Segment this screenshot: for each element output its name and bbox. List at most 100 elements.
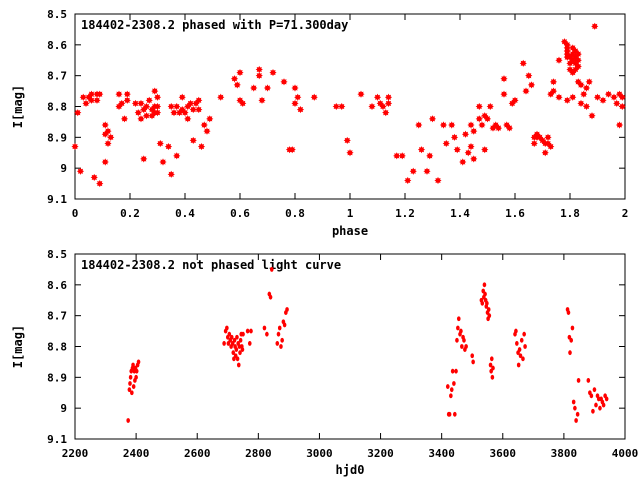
phased-data-point <box>258 96 266 104</box>
phased-data-point <box>453 146 461 154</box>
phased-data-point <box>71 142 79 151</box>
phased-data-point <box>555 93 563 101</box>
unphased-data-point <box>241 331 245 337</box>
phased-x-tick-label: 1.6 <box>505 207 525 220</box>
phased-data-point <box>448 121 456 129</box>
unphased-y-tick-label: 8.6 <box>47 279 67 292</box>
phased-data-point <box>599 96 607 104</box>
phased-data-point <box>142 102 151 111</box>
phased-y-tick-label: 8.5 <box>47 8 67 21</box>
phased-data-point <box>90 173 98 182</box>
unphased-data-point <box>515 341 519 346</box>
phased-data-point <box>74 109 82 117</box>
unphased-data-point <box>517 347 522 352</box>
unphased-x-tick-label: 2400 <box>123 447 150 460</box>
unphased-data-point <box>134 374 138 380</box>
phased-data-point <box>120 115 129 123</box>
unphased-data-point <box>601 402 606 408</box>
unphased-data-point <box>235 334 239 340</box>
unphased-data-point <box>130 390 134 396</box>
unphased-data-point <box>275 341 280 346</box>
phased-data-point <box>618 102 626 111</box>
phased-data-point <box>137 99 145 108</box>
unphased-data-point <box>447 411 452 417</box>
phased-data-point <box>332 102 340 111</box>
unphased-data-point <box>231 350 236 356</box>
unphased-data-point <box>569 337 574 343</box>
phased-data-point <box>475 102 483 111</box>
phased-data-point <box>547 142 555 151</box>
phased-data-point <box>522 87 530 95</box>
unphased-data-point <box>234 347 239 352</box>
unphased-data-points <box>126 267 609 423</box>
unphased-x-tick-label: 3800 <box>551 447 578 460</box>
unphased-data-point <box>268 294 273 300</box>
phased-x-tick-label: 0.8 <box>285 207 305 220</box>
unphased-data-point <box>454 368 458 374</box>
unphased-data-point <box>262 325 267 331</box>
phased-data-point <box>87 96 96 104</box>
phased-data-point <box>580 90 588 98</box>
phased-data-point <box>582 102 591 111</box>
phased-data-point <box>203 127 211 135</box>
phased-data-point <box>511 96 519 104</box>
phased-data-point <box>409 167 417 175</box>
unphased-data-point <box>485 300 489 306</box>
unphased-data-point <box>131 362 135 368</box>
unphased-data-point <box>462 337 466 343</box>
phased-data-point <box>483 115 492 123</box>
unphased-data-point <box>571 399 576 405</box>
phased-data-point <box>604 90 613 98</box>
phased-chart-title: 184402-2308.2 phased with P=71.300day <box>81 18 348 32</box>
phased-data-point <box>525 72 533 80</box>
phased-data-point <box>574 56 582 64</box>
unphased-y-tick-label: 8.9 <box>47 371 67 384</box>
phased-x-tick-label: 1.2 <box>395 207 415 220</box>
phased-x-axis-title: phase <box>332 224 368 238</box>
phased-data-point <box>142 112 151 120</box>
phased-data-point <box>156 139 164 148</box>
unphased-data-point <box>279 344 283 349</box>
phased-data-point <box>178 93 186 101</box>
phased-data-point <box>574 62 582 71</box>
unphased-data-point <box>452 381 456 386</box>
phased-data-point <box>338 102 346 111</box>
phased-data-point <box>346 149 354 157</box>
unphased-data-point <box>265 331 269 337</box>
unphased-data-point <box>450 368 455 374</box>
unphased-data-point <box>455 337 459 343</box>
phased-data-point <box>140 155 148 163</box>
phased-data-points <box>71 22 626 188</box>
unphased-data-point <box>236 362 241 368</box>
phased-data-point <box>153 93 162 101</box>
unphased-y-tick-label: 9 <box>60 402 67 415</box>
phased-data-point <box>291 84 299 92</box>
phased-x-tick-label: 0 <box>72 207 79 220</box>
phased-data-point <box>107 133 115 141</box>
phased-data-point <box>239 99 247 108</box>
phased-data-point <box>76 167 85 175</box>
phased-data-point <box>294 93 302 101</box>
phased-data-point <box>269 68 277 77</box>
phased-data-point <box>549 87 558 95</box>
phased-data-point <box>384 93 393 101</box>
unphased-data-point <box>449 393 453 399</box>
phased-data-point <box>544 133 552 141</box>
phased-data-point <box>189 136 197 145</box>
unphased-x-axis-title: hjd0 <box>336 463 365 477</box>
unphased-data-point <box>453 411 457 417</box>
phased-y-tick-label: 8.7 <box>47 70 67 83</box>
unphased-data-point <box>519 337 524 343</box>
phased-data-point <box>398 152 406 160</box>
phased-data-point <box>382 109 390 117</box>
phased-data-point <box>115 90 123 98</box>
phased-y-axis-title: I[mag] <box>11 85 25 128</box>
phased-data-point <box>500 90 508 98</box>
phased-data-point <box>563 96 571 104</box>
phased-data-point <box>167 102 175 111</box>
phased-data-point <box>574 50 582 58</box>
phased-data-point <box>255 65 263 74</box>
phased-y-tick-label: 9 <box>60 162 67 175</box>
phased-data-point <box>549 78 558 86</box>
phased-data-point <box>263 84 272 92</box>
